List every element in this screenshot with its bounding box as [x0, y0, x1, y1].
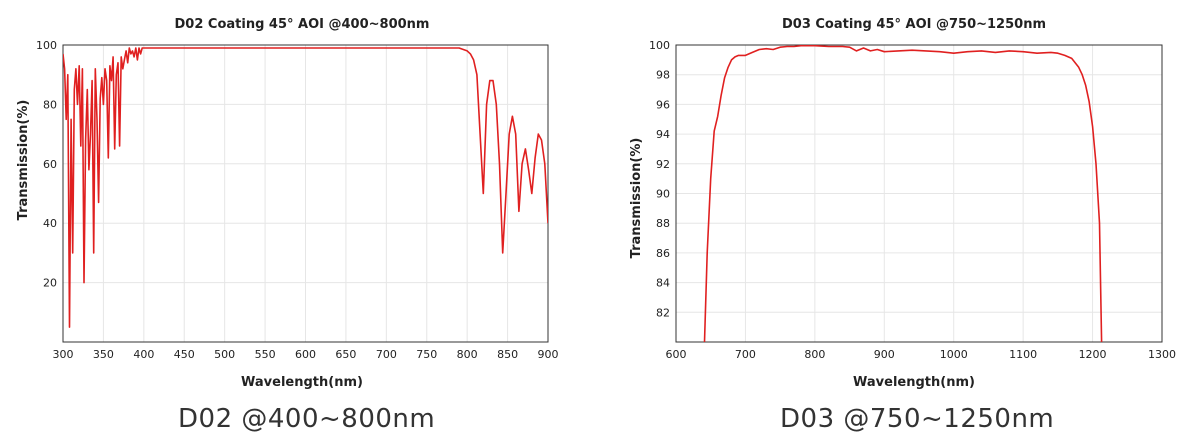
y-tick-label: 94: [656, 128, 670, 141]
y-tick-label: 100: [36, 39, 57, 52]
chart-title: D02 Coating 45° AOI @400~800nm: [175, 17, 430, 32]
plot-frame: [62, 44, 549, 343]
plot-area: [675, 44, 1163, 343]
y-tick-label: 90: [656, 188, 670, 201]
x-tick-label: 1200: [1079, 348, 1107, 361]
x-tick-label: 800: [804, 348, 825, 361]
y-tick-label: 40: [43, 217, 57, 230]
y-tick-label: 88: [656, 217, 670, 230]
plot-frame: [675, 44, 1163, 343]
chart-d02: D02 Coating 45° AOI @400~800nm 300 350 400…: [16, 17, 559, 390]
x-tick-label: 700: [735, 348, 756, 361]
grid-lines: [62, 44, 549, 342]
chart-d03: D03 Coating 45° AOI @750~1250nm 600 700 80…: [629, 17, 1176, 390]
x-tick-label: 800: [457, 348, 478, 361]
y-tick-label: 60: [43, 158, 57, 171]
x-tick-label: 450: [174, 348, 195, 361]
y-tick-label: 98: [656, 69, 670, 82]
y-tick-label: 82: [656, 306, 670, 319]
x-tick-label: 700: [376, 348, 397, 361]
y-tick-label: 20: [43, 277, 57, 290]
x-tick-label: 400: [133, 348, 154, 361]
y-axis-label: Transmission(%): [629, 138, 644, 259]
y-tick-label: 96: [656, 98, 670, 111]
series-line: [63, 47, 548, 328]
caption-right: D03 @750~1250nm: [780, 404, 1055, 434]
tick-labels: 600 700 800 900 1000 1100 1200 1300 82 84 86 88 90 92…: [649, 39, 1176, 361]
x-tick-label: 850: [497, 348, 518, 361]
y-axis-label: Transmission(%): [16, 100, 31, 221]
x-tick-label: 550: [255, 348, 276, 361]
x-tick-label: 1100: [1009, 348, 1037, 361]
caption-left: D02 @400~800nm: [178, 404, 436, 434]
x-tick-label: 900: [538, 348, 559, 361]
x-tick-label: 750: [416, 348, 437, 361]
x-tick-label: 900: [874, 348, 895, 361]
x-tick-label: 650: [335, 348, 356, 361]
grid-lines: [675, 44, 1163, 342]
plot-area: [62, 44, 549, 343]
tick-labels: 300 350 400 450 500 550 600 650 700 750 800 850 900 2…: [36, 39, 559, 361]
x-tick-label: 600: [666, 348, 687, 361]
x-tick-label: 1300: [1148, 348, 1176, 361]
x-tick-label: 1000: [940, 348, 968, 361]
y-tick-label: 100: [649, 39, 670, 52]
x-axis-label: Wavelength(nm): [853, 375, 975, 390]
y-tick-label: 86: [656, 247, 670, 260]
x-tick-label: 600: [295, 348, 316, 361]
y-tick-label: 80: [43, 98, 57, 111]
y-tick-label: 92: [656, 158, 670, 171]
x-tick-label: 350: [93, 348, 114, 361]
x-tick-label: 300: [53, 348, 74, 361]
x-axis-label: Wavelength(nm): [241, 375, 363, 390]
chart-title: D03 Coating 45° AOI @750~1250nm: [782, 17, 1046, 32]
y-tick-label: 84: [656, 277, 670, 290]
x-tick-label: 500: [214, 348, 235, 361]
series-line: [703, 45, 1103, 342]
